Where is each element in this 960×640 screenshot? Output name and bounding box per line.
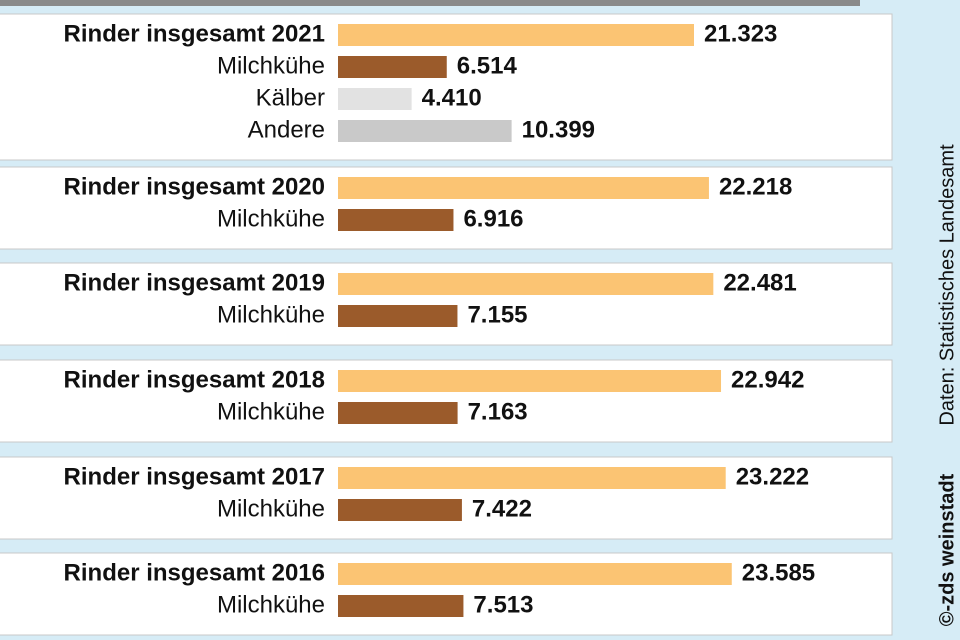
row-label: Rinder insgesamt 2019 (64, 269, 325, 296)
bar (338, 273, 714, 295)
value-label: 7.163 (468, 398, 528, 425)
bar (338, 177, 709, 199)
bar (338, 56, 447, 78)
bar (338, 305, 458, 327)
value-label: 7.513 (473, 591, 533, 618)
row-label: Milchkühe (217, 52, 325, 79)
bar (338, 88, 412, 110)
credit: ©-zds weinstadt (936, 473, 958, 626)
row-label: Rinder insgesamt 2016 (64, 559, 325, 586)
value-label: 7.422 (472, 495, 532, 522)
top-bar (0, 0, 860, 6)
bar (338, 563, 732, 585)
value-label: 22.481 (723, 269, 796, 296)
row-label: Andere (248, 116, 325, 143)
row-label: Milchkühe (217, 495, 325, 522)
row-label: Rinder insgesamt 2021 (64, 20, 325, 47)
value-label: 23.222 (736, 463, 809, 490)
bar (338, 370, 722, 392)
bar (338, 595, 464, 617)
row-label: Milchkühe (217, 301, 325, 328)
row-label: Rinder insgesamt 2020 (64, 173, 325, 200)
source: Daten: Statistisches Landesamt (936, 144, 958, 426)
row-label: Milchkühe (217, 205, 325, 232)
value-label: 6.916 (463, 205, 523, 232)
value-label: 4.410 (422, 84, 482, 111)
bar (338, 209, 454, 231)
bar (338, 24, 694, 46)
bar (338, 120, 512, 142)
row-label: Milchkühe (217, 591, 325, 618)
row-label: Milchkühe (217, 398, 325, 425)
row-label: Rinder insgesamt 2017 (64, 463, 325, 490)
bar (338, 402, 458, 424)
value-label: 22.942 (731, 366, 804, 393)
bar (338, 467, 726, 489)
row-label: Kälber (256, 84, 325, 111)
value-label: 21.323 (704, 20, 777, 47)
value-label: 7.155 (467, 301, 527, 328)
value-label: 22.218 (719, 173, 792, 200)
row-label: Rinder insgesamt 2018 (64, 366, 325, 393)
value-label: 10.399 (522, 116, 595, 143)
value-label: 23.585 (742, 559, 815, 586)
value-label: 6.514 (457, 52, 518, 79)
bar (338, 499, 462, 521)
